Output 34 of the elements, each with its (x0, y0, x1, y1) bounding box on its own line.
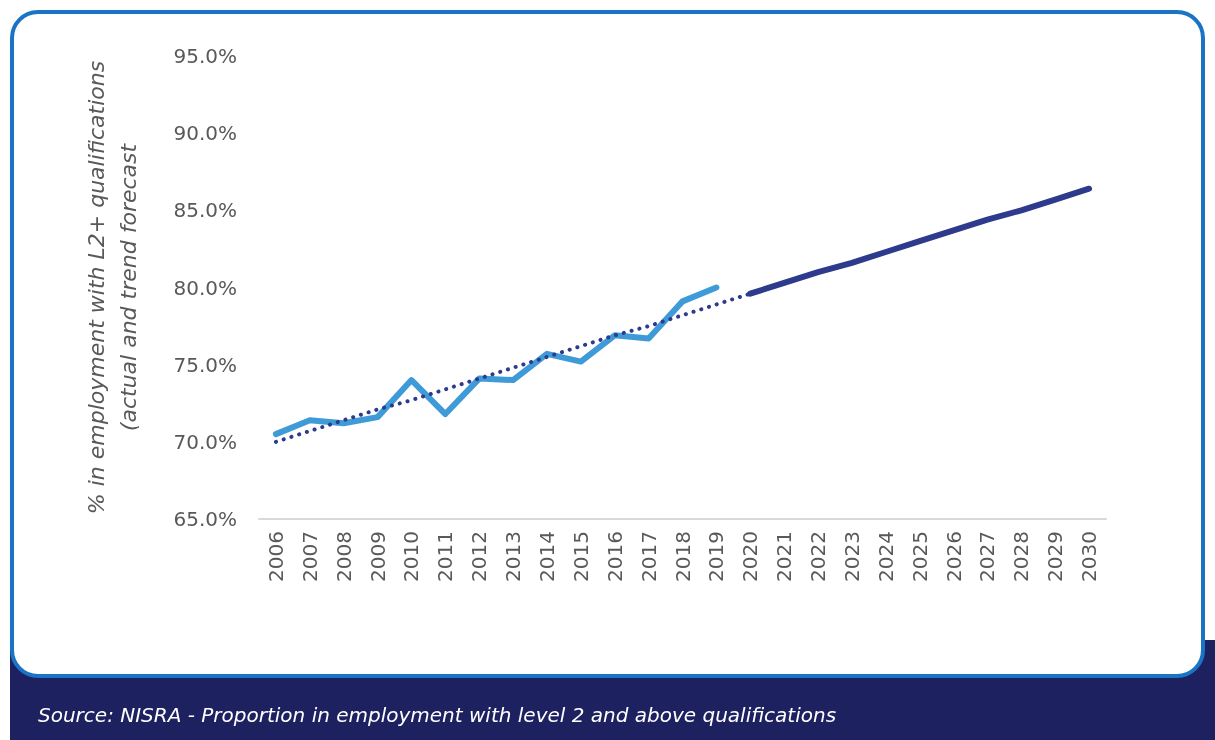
x-tick-label: 2022 (806, 531, 831, 582)
x-tick-label: 2015 (568, 531, 593, 582)
y-tick-label: 80.0% (173, 275, 237, 300)
x-tick-label: 2030 (1077, 531, 1102, 582)
y-tick-label: 75.0% (173, 352, 237, 377)
x-tick-label: 2008 (331, 531, 356, 582)
x-tick-label: 2024 (873, 531, 898, 582)
x-tick-label: 2013 (501, 531, 526, 582)
x-tick-label: 2009 (365, 531, 390, 582)
x-tick-label: 2029 (1043, 531, 1068, 582)
x-tick-label: 2023 (839, 531, 864, 582)
x-tick-label: 2016 (602, 531, 627, 582)
x-tick-label: 2025 (907, 531, 932, 582)
x-tick-label: 2007 (297, 531, 322, 582)
y-tick-label: 90.0% (173, 121, 237, 146)
y-tick-label: 70.0% (173, 429, 237, 454)
x-tick-label: 2012 (467, 531, 492, 582)
x-tick-label: 2020 (738, 531, 763, 582)
x-tick-label: 2019 (704, 531, 729, 582)
x-tick-label: 2021 (772, 531, 797, 582)
x-tick-label: 2010 (399, 531, 424, 582)
source-note: Source: NISRA - Proportion in employment with level 2 and above qualifications (38, 703, 837, 727)
x-tick-label: 2026 (941, 531, 966, 582)
y-tick-label: 85.0% (173, 198, 237, 223)
x-tick-label: 2006 (263, 531, 288, 582)
x-tick-label: 2018 (670, 531, 695, 582)
x-tick-label: 2014 (534, 531, 559, 582)
x-tick-label: 2017 (636, 531, 661, 582)
y-axis-title: % in employment with L2+ qualifications (actual and trend forecast (83, 60, 141, 515)
x-tick-label: 2028 (1009, 531, 1034, 582)
x-tick-label: 2027 (975, 531, 1000, 582)
y-tick-label: 65.0% (173, 507, 237, 531)
x-tick-label: 2011 (433, 531, 458, 582)
y-tick-label: 95.0% (173, 44, 237, 68)
